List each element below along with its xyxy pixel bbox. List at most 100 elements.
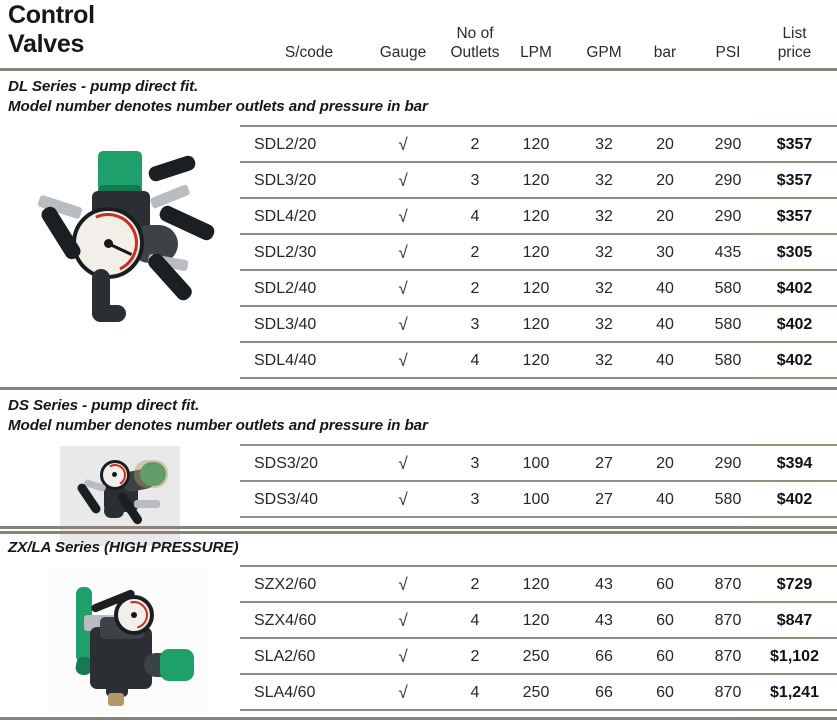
cell-psi: 870 (714, 684, 742, 701)
cell-price: $357 (776, 208, 813, 225)
table-row[interactable]: SDL3/20 √ 3 120 32 20 290 $357 (240, 163, 837, 199)
cell-scode: SDL2/20 (254, 136, 317, 153)
cell-gpm: 32 (595, 136, 613, 153)
cell-price: $847 (776, 612, 813, 629)
dl-series-control-valve-photo (12, 129, 234, 369)
cell-price: $357 (776, 172, 813, 189)
cell-price: $1,241 (770, 684, 819, 701)
cell-scode: SDS3/40 (254, 491, 319, 508)
row-divider-price-dl-series-3 (750, 233, 837, 235)
table-row[interactable]: SLA2/60 √ 2 250 66 60 870 $1,102 (240, 639, 837, 675)
column-header-scode: S/code (284, 43, 334, 61)
row-divider-price-end-dl-series (750, 377, 837, 379)
cell-price: $402 (776, 491, 813, 508)
column-header-row: S/code Gauge No of Outlets LPM GPM bar PSI List… (240, 0, 837, 70)
table-row[interactable]: SDS3/20 √ 3 100 27 20 290 $394 (240, 446, 837, 482)
cell-scode: SDL4/20 (254, 208, 317, 225)
cell-outlets: 2 (470, 244, 480, 261)
cell-gauge: √ (398, 243, 408, 262)
cell-outlets: 2 (470, 136, 480, 153)
table-row[interactable]: SLA4/60 √ 4 250 66 60 870 $1,241 (240, 675, 837, 711)
cell-lpm: 250 (522, 648, 550, 665)
table-row[interactable]: SDL4/20 √ 4 120 32 20 290 $357 (240, 199, 837, 235)
cell-gpm: 32 (595, 352, 613, 369)
table-row[interactable]: SDL3/40 √ 3 120 32 40 580 $402 (240, 307, 837, 343)
row-divider-dl-series-0 (240, 125, 750, 127)
cell-scode: SLA2/60 (254, 648, 316, 665)
table-row[interactable]: SDL2/20 √ 2 120 32 20 290 $357 (240, 127, 837, 163)
cell-price: $305 (776, 244, 813, 261)
cell-psi: 870 (714, 612, 742, 629)
cell-outlets: 4 (470, 208, 480, 225)
column-header-price: List price (777, 25, 812, 61)
cell-lpm: 120 (522, 316, 550, 333)
cell-lpm: 100 (522, 455, 550, 472)
cell-bar: 60 (656, 576, 674, 593)
cell-scode: SLA4/60 (254, 684, 316, 701)
zxla-series-control-valve-photo (48, 569, 208, 714)
row-divider-ds-series-0 (240, 444, 750, 446)
cell-price: $357 (776, 136, 813, 153)
table-bottom-border (0, 717, 837, 720)
row-divider-dl-series-6 (240, 341, 750, 343)
cell-bar: 60 (656, 648, 674, 665)
cell-outlets: 4 (470, 612, 480, 629)
cell-bar: 20 (656, 208, 674, 225)
cell-price: $402 (776, 316, 813, 333)
cell-gpm: 32 (595, 316, 613, 333)
row-divider-price-dl-series-1 (750, 161, 837, 163)
cell-scode: SZX2/60 (254, 576, 317, 593)
cell-gauge: √ (398, 647, 408, 666)
cell-lpm: 120 (522, 612, 550, 629)
cell-psi: 290 (714, 136, 742, 153)
cell-lpm: 120 (522, 280, 550, 297)
row-divider-dl-series-5 (240, 305, 750, 307)
section-divider-secondary-zxla-series (0, 531, 837, 534)
table-row[interactable]: SZX4/60 √ 4 120 43 60 870 $847 (240, 603, 837, 639)
cell-lpm: 120 (522, 136, 550, 153)
row-divider-price-zxla-series-3 (750, 673, 837, 675)
cell-price: $402 (776, 280, 813, 297)
table-row[interactable]: SZX2/60 √ 2 120 43 60 870 $729 (240, 567, 837, 603)
table-row[interactable]: SDS3/40 √ 3 100 27 40 580 $402 (240, 482, 837, 518)
row-divider-zxla-series-1 (240, 601, 750, 603)
row-divider-price-zxla-series-2 (750, 637, 837, 639)
table-row[interactable]: SDL4/40 √ 4 120 32 40 580 $402 (240, 343, 837, 379)
table-row[interactable]: SDL2/30 √ 2 120 32 30 435 $305 (240, 235, 837, 271)
row-divider-end-ds-series (240, 516, 750, 518)
cell-outlets: 3 (470, 491, 480, 508)
section-divider-ds-series (0, 387, 837, 390)
cell-bar: 30 (656, 244, 674, 261)
row-divider-price-ds-series-0 (750, 444, 837, 446)
cell-gauge: √ (398, 683, 408, 702)
row-divider-price-zxla-series-1 (750, 601, 837, 603)
cell-psi: 290 (714, 172, 742, 189)
cell-gauge: √ (398, 454, 408, 473)
section-divider-dl-series (0, 68, 837, 71)
column-header-gpm: GPM (586, 43, 622, 61)
column-header-lpm: LPM (520, 43, 552, 61)
table-header: Control Valves S/code Gauge No of Outlets L… (0, 0, 837, 70)
cell-psi: 290 (714, 455, 742, 472)
cell-lpm: 250 (522, 684, 550, 701)
row-divider-zxla-series-0 (240, 565, 750, 567)
cell-gauge: √ (398, 490, 408, 509)
row-divider-price-ds-series-1 (750, 480, 837, 482)
cell-lpm: 120 (522, 576, 550, 593)
cell-psi: 580 (714, 316, 742, 333)
cell-gauge: √ (398, 351, 408, 370)
cell-bar: 40 (656, 491, 674, 508)
cell-psi: 870 (714, 648, 742, 665)
row-divider-zxla-series-2 (240, 637, 750, 639)
row-divider-price-end-ds-series (750, 516, 837, 518)
row-divider-dl-series-4 (240, 269, 750, 271)
cell-bar: 40 (656, 280, 674, 297)
section-heading-zxla-series: ZX/LA Series (HIGH PRESSURE) (8, 539, 239, 556)
cell-bar: 40 (656, 352, 674, 369)
valve-illustration (60, 446, 180, 546)
row-divider-ds-series-1 (240, 480, 750, 482)
valve-illustration (48, 569, 208, 714)
row-divider-price-dl-series-2 (750, 197, 837, 199)
cell-outlets: 4 (470, 352, 480, 369)
table-row[interactable]: SDL2/40 √ 2 120 32 40 580 $402 (240, 271, 837, 307)
